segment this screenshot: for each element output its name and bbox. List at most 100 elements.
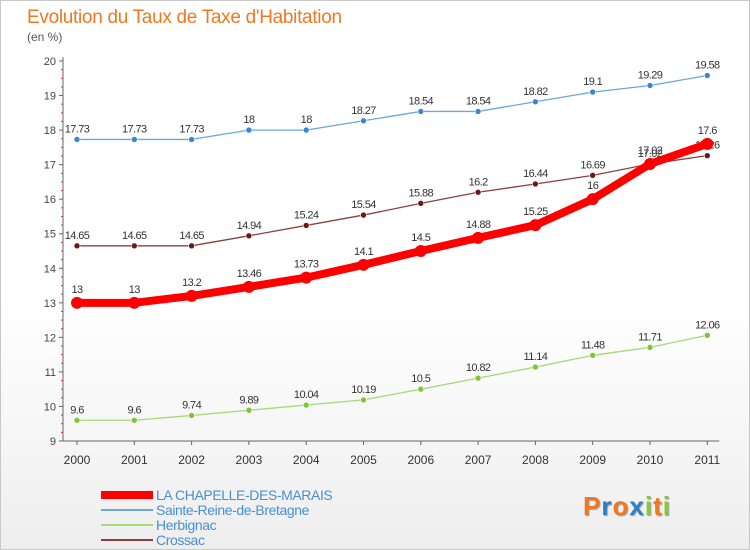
- series-2-point: [417, 385, 425, 393]
- series-2-data-label: 11.48: [581, 339, 605, 351]
- series-2-data-label: 10.19: [351, 384, 376, 396]
- series-0-point: [644, 157, 656, 170]
- legend-label: Crossac: [156, 532, 205, 548]
- logo-letter: i: [662, 491, 671, 521]
- x-tick-label: 2003: [236, 453, 263, 467]
- series-0-data-label: 14.5: [411, 232, 430, 244]
- legend-label: Herbignac: [156, 517, 217, 533]
- series-1-data-label: 18: [243, 114, 255, 126]
- y-tick-label: 19: [44, 91, 56, 103]
- series-2-data-label: 10.82: [466, 362, 491, 374]
- legend-swatch: [101, 539, 153, 541]
- series-1-point: [73, 136, 81, 143]
- series-1-line: [76, 74, 708, 141]
- proxiti-logo: Proxiti: [583, 491, 671, 522]
- series-1-data-label: 18: [301, 114, 313, 126]
- series-1-point: [131, 136, 138, 143]
- series-1-point: [417, 108, 425, 115]
- series-2-point: [73, 416, 81, 424]
- series-3-data-label: 14.65: [179, 230, 204, 242]
- series-1-data-label: 17.73: [65, 123, 90, 135]
- x-tick-label: 2006: [407, 453, 434, 467]
- series-1-data-label: 18.82: [523, 86, 548, 98]
- series-1-point: [532, 98, 539, 106]
- series-2-point: [188, 412, 195, 419]
- x-tick-label: 2002: [178, 453, 205, 467]
- x-tick-label: 2009: [579, 453, 606, 467]
- series-3-point: [589, 172, 597, 179]
- series-0-data-label: 13.46: [237, 268, 262, 280]
- series-2-point: [532, 363, 539, 371]
- series-1-data-label: 19.1: [583, 76, 602, 88]
- series-3-point: [532, 180, 539, 188]
- series-1-point: [646, 82, 654, 89]
- series-2-line: [76, 334, 708, 421]
- y-tick-label: 14: [44, 263, 56, 275]
- series-2-point: [360, 396, 367, 404]
- series-1-data-label: 18.27: [351, 105, 376, 117]
- series-0-point: [701, 137, 714, 150]
- series-3-data-label: 16.69: [580, 159, 605, 171]
- series-3-point: [703, 152, 711, 159]
- series-3-data-label: 17.02: [638, 148, 663, 160]
- series-2-data-label: 12.06: [695, 319, 720, 331]
- series-2-data-label: 11.14: [524, 351, 548, 363]
- series-2-point: [589, 352, 597, 359]
- series-2-data-label: 9.89: [239, 394, 258, 406]
- series-1-data-label: 17.73: [122, 123, 147, 135]
- series-3-data-label: 15.24: [294, 209, 319, 221]
- y-tick-label: 16: [44, 194, 56, 206]
- series-0-data-label: 16: [587, 180, 599, 192]
- series-3-point: [131, 242, 138, 250]
- chart-title: Evolution du Taux de Taxe d'Habitation: [27, 7, 342, 28]
- series-0-data-label: 13: [129, 284, 141, 296]
- series-2-data-label: 10.5: [411, 373, 430, 385]
- series-3-point: [73, 242, 81, 250]
- series-0-data-label: 13: [71, 284, 83, 296]
- legend-label: Sainte-Reine-de-Bretagne: [156, 502, 310, 518]
- series-0-point: [71, 296, 83, 309]
- series-2-data-label: 9.6: [70, 404, 84, 416]
- logo-letter: P: [583, 491, 602, 521]
- series-3-point: [245, 232, 253, 240]
- legend-swatch: [101, 491, 153, 499]
- x-tick-label: 2001: [121, 453, 148, 467]
- series-1-data-label: 18.54: [466, 95, 491, 107]
- series-3-data-label: 14.65: [122, 230, 147, 242]
- y-tick-label: 17: [44, 160, 56, 172]
- series-2-point: [302, 401, 310, 409]
- series-1-point: [360, 117, 367, 125]
- series-1-data-label: 19.58: [695, 60, 720, 72]
- series-0-point: [586, 193, 599, 206]
- series-1-data-label: 17.73: [179, 123, 204, 135]
- series-3-data-label: 14.65: [65, 230, 90, 242]
- series-0-point: [414, 245, 427, 257]
- series-0-data-label: 17.6: [698, 125, 717, 137]
- legend-label: LA CHAPELLE-DES-MARAIS: [156, 487, 333, 503]
- series-3-point: [188, 242, 195, 250]
- series-3-point: [302, 222, 310, 229]
- series-2-point: [646, 344, 654, 351]
- series-3-line: [76, 155, 708, 247]
- y-tick-label: 13: [44, 298, 56, 310]
- legend-swatch: [101, 524, 153, 526]
- series-0-data-label: 15.25: [523, 206, 548, 218]
- series-1-point: [703, 72, 711, 79]
- series-2-point: [703, 331, 711, 339]
- y-tick-label: 9: [50, 436, 56, 448]
- logo-letter: r: [601, 491, 613, 521]
- series-2-point: [131, 416, 138, 424]
- series-0-point: [357, 258, 370, 271]
- logo-letter: t: [653, 491, 663, 521]
- x-tick-label: 2004: [293, 453, 320, 467]
- series-3-data-label: 14.94: [237, 220, 262, 232]
- x-tick-label: 2010: [637, 453, 664, 467]
- series-1-point: [589, 88, 597, 96]
- series-3-data-label: 15.54: [351, 199, 376, 211]
- series-3-data-label: 16.2: [469, 176, 488, 188]
- series-2-point: [245, 406, 253, 414]
- series-2-data-label: 9.6: [128, 404, 142, 416]
- series-2-data-label: 10.04: [294, 389, 319, 401]
- logo-letter: o: [612, 491, 630, 521]
